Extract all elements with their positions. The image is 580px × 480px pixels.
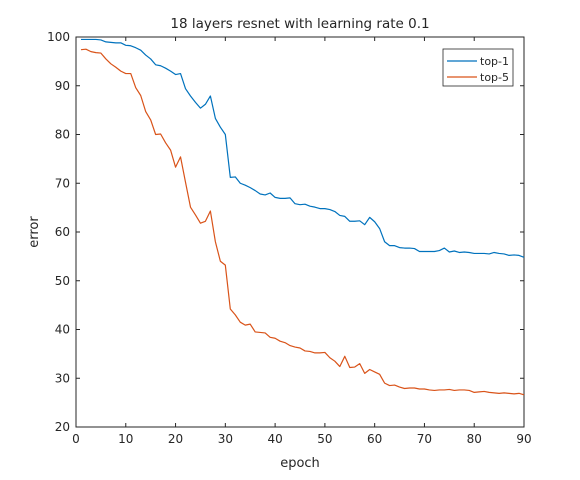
legend-box	[442, 48, 514, 87]
y-tick-label: 30	[55, 371, 70, 385]
legend-label-top-1: top-1	[480, 55, 509, 68]
legend: top-1 top-5	[442, 48, 514, 87]
y-tick-label: 70	[55, 176, 70, 190]
x-tick-label: 50	[317, 432, 332, 446]
x-tick-label: 20	[168, 432, 183, 446]
x-tick-label: 30	[218, 432, 233, 446]
y-tick-label: 50	[55, 274, 70, 288]
x-tick-label: 10	[118, 432, 133, 446]
chart-title: 18 layers resnet with learning rate 0.1	[170, 16, 429, 32]
legend-label-top-5: top-5	[480, 71, 509, 84]
plot-area	[75, 36, 525, 428]
x-axis-title: epoch	[280, 456, 320, 471]
x-tick-label: 70	[417, 432, 432, 446]
x-tick-label: 40	[267, 432, 282, 446]
y-axis-title: error	[27, 216, 42, 248]
x-tick-label: 80	[467, 432, 482, 446]
x-tick-label: 60	[367, 432, 382, 446]
y-tick-label: 100	[47, 30, 70, 44]
y-tick-label: 60	[55, 225, 70, 239]
series-line-top-5	[80, 48, 525, 396]
y-tick-label: 90	[55, 79, 70, 93]
y-tick-label: 40	[55, 323, 70, 337]
series-lines	[80, 38, 525, 396]
axis-ticks: 0 10 20 30 40 50 60 70 80 90 20 30 40 50 60 70 80 90 100	[47, 30, 532, 446]
x-tick-label: 90	[516, 432, 531, 446]
series-line-top-1	[80, 38, 525, 258]
x-tick-label: 0	[72, 432, 80, 446]
y-tick-label: 20	[55, 420, 70, 434]
y-tick-label: 80	[55, 128, 70, 142]
